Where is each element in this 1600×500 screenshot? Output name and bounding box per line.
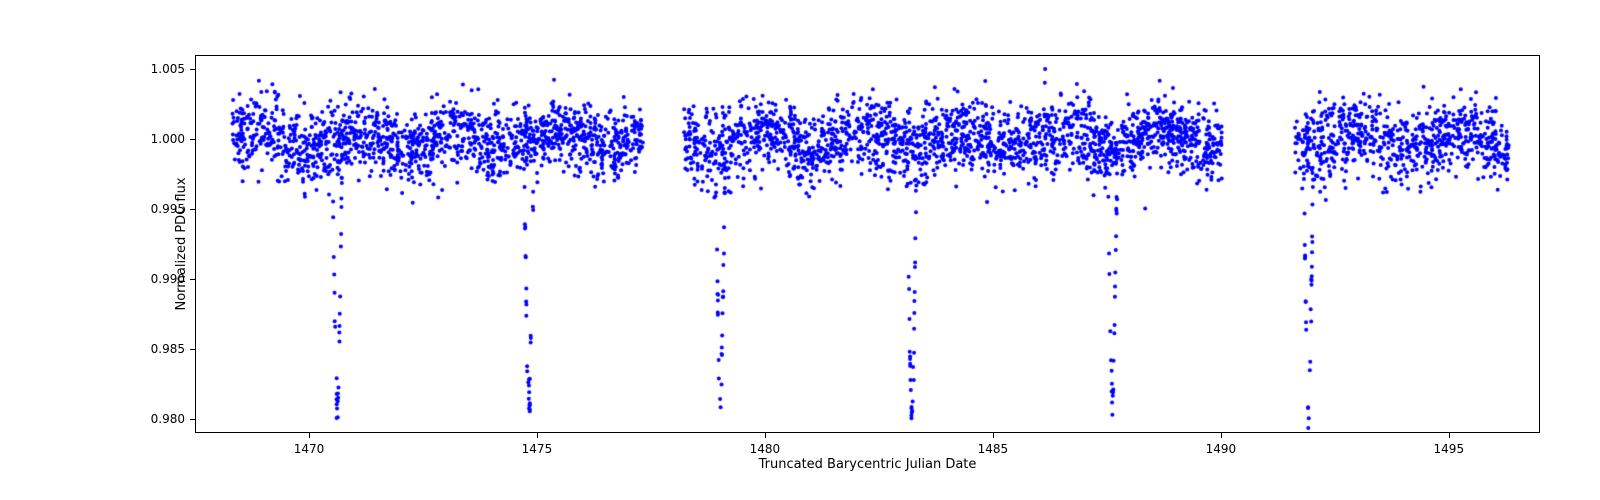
x-tick-mark bbox=[1221, 433, 1222, 438]
x-tick-label: 1485 bbox=[978, 442, 1009, 456]
x-tick-label: 1470 bbox=[294, 442, 325, 456]
y-axis-label: Normalized PDC flux bbox=[174, 177, 189, 310]
scatter-points bbox=[196, 56, 1541, 434]
x-tick-mark bbox=[309, 433, 310, 438]
figure: Truncated Barycentric Julian Date Normal… bbox=[0, 0, 1600, 500]
y-tick-label: 0.980 bbox=[151, 412, 191, 426]
x-axis-label: Truncated Barycentric Julian Date bbox=[759, 457, 977, 472]
y-tick-label: 1.005 bbox=[151, 62, 191, 76]
x-tick-mark bbox=[537, 433, 538, 438]
x-tick-mark bbox=[993, 433, 994, 438]
y-tick-label: 0.995 bbox=[151, 202, 191, 216]
y-tick-label: 1.000 bbox=[151, 132, 191, 146]
x-tick-mark bbox=[1449, 433, 1450, 438]
y-tick-label: 0.990 bbox=[151, 272, 191, 286]
x-tick-label: 1475 bbox=[522, 442, 553, 456]
x-tick-label: 1495 bbox=[1434, 442, 1465, 456]
axes-frame bbox=[195, 55, 1540, 433]
x-tick-label: 1480 bbox=[750, 442, 781, 456]
x-tick-mark bbox=[765, 433, 766, 438]
y-tick-label: 0.985 bbox=[151, 342, 191, 356]
x-tick-label: 1490 bbox=[1206, 442, 1237, 456]
